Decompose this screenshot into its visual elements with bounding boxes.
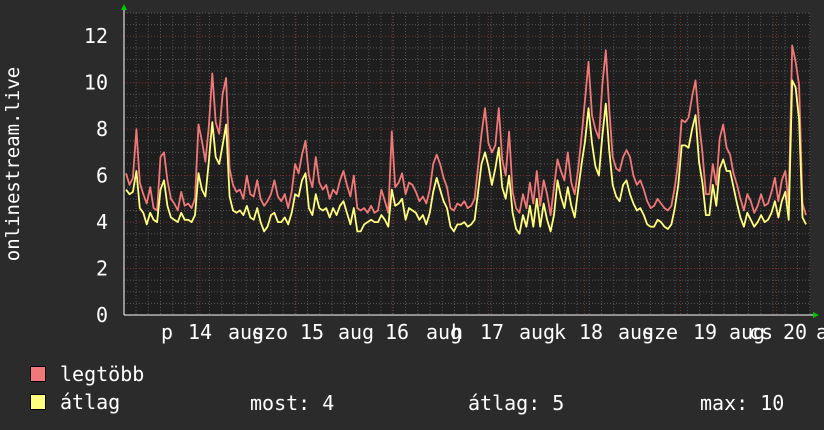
legend-item-max: legtöbb [30, 362, 145, 386]
x-tick-label: sze [642, 320, 678, 344]
y-tick-label: 6 [96, 164, 108, 188]
y-axis-arrow [121, 4, 127, 10]
y-tick-label: 10 [84, 71, 108, 95]
legend-label-max: legtöbb [60, 362, 145, 386]
stat-max: max: 10 [700, 391, 785, 415]
legend-swatch-avg [30, 394, 46, 410]
x-tick-label: h [451, 320, 463, 344]
x-tick-label: szo [252, 320, 288, 344]
series-line-avg [125, 79, 807, 235]
y-tick-label: 0 [96, 303, 108, 327]
y-tick-labels: 0 2 4 6 8 10 12 [84, 24, 108, 327]
series-layer [125, 44, 807, 235]
y-tick-label: 2 [96, 257, 108, 281]
y-tick-label: 12 [84, 24, 108, 48]
x-tick-label: aug [338, 320, 374, 344]
x-tick-label: cs [749, 320, 773, 344]
axes [121, 4, 819, 318]
y-axis-label: onlinestream.live [2, 67, 24, 261]
x-tick-label: 20 [783, 320, 807, 344]
legend-swatch-max [30, 366, 46, 382]
x-axis-arrow [813, 312, 819, 318]
x-tick-label: aug [618, 320, 654, 344]
legend-label-avg: átlag [60, 390, 121, 414]
x-tick-label: 19 [693, 320, 717, 344]
y-tick-label: 8 [96, 117, 108, 141]
legend-item-avg: átlag [30, 390, 121, 414]
x-tick-label: aug [228, 320, 264, 344]
series-line-max [125, 44, 807, 217]
x-tick-label: 17 [480, 320, 504, 344]
grid [124, 12, 811, 316]
x-tick-label: 18 [579, 320, 603, 344]
x-tick-label: 16 [385, 320, 409, 344]
x-tick-label: p [161, 320, 173, 344]
x-tick-label: aug [519, 320, 555, 344]
x-tick-label: 14 [188, 320, 212, 344]
x-tick-label: aug [729, 320, 765, 344]
x-tick-label: a [816, 320, 824, 344]
x-tick-label: aug [426, 320, 462, 344]
y-tick-label: 4 [96, 210, 108, 234]
x-tick-label: k [554, 320, 566, 344]
stat-now: most: 4 [250, 391, 335, 415]
stat-avg: átlag: 5 [468, 391, 565, 415]
x-tick-label: 15 [300, 320, 324, 344]
